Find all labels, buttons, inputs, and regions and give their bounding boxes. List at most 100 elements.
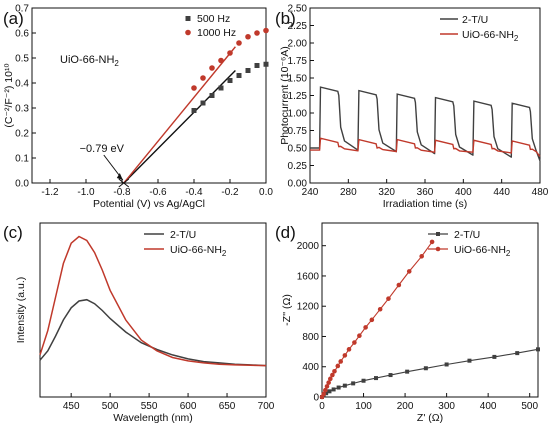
data-point: [336, 385, 341, 390]
x-tick-label: 700: [258, 401, 275, 412]
data-point: [331, 387, 336, 392]
legend-marker: [185, 16, 191, 21]
x-tick-label: 450: [63, 401, 80, 412]
x-tick-label: -0.2: [221, 187, 239, 198]
data-point: [236, 73, 242, 78]
x-tick-label: 320: [378, 187, 395, 198]
x-tick-label: 400: [455, 187, 472, 198]
data-point: [406, 269, 412, 274]
plot-frame: [39, 222, 267, 398]
y-tick-label: 2.25: [288, 21, 308, 32]
data-point: [351, 381, 356, 386]
data-point: [342, 383, 347, 388]
y-tick-label: 0.00: [288, 179, 308, 190]
x-tick-label: 360: [417, 187, 434, 198]
x-tick-label: 600: [180, 401, 197, 412]
y-tick-label: 0.75: [288, 126, 308, 137]
y-tick-label: 0.7: [15, 4, 29, 15]
data-point: [200, 100, 206, 106]
data-point: [191, 108, 197, 113]
series-line: [310, 86, 541, 161]
x-tick-label: -0.4: [185, 187, 203, 198]
y-tick-label: 0.6: [15, 29, 29, 40]
data-point: [369, 317, 375, 323]
x-axis-label: Z' (Ω): [417, 412, 443, 424]
y-axis-label: (C⁻²/F⁻²) 10¹⁰: [3, 63, 15, 128]
x-axis-label: Potential (V) vs Ag/AgCl: [93, 198, 205, 210]
data-point: [227, 78, 233, 83]
series-line: [39, 298, 267, 367]
data-point: [328, 376, 333, 382]
data-point: [245, 68, 251, 73]
series-line: [321, 348, 539, 398]
panel-label: (b): [275, 9, 296, 28]
y-tick-label: 0.1: [15, 154, 29, 165]
data-point: [218, 57, 224, 64]
legend-label: 2-T/U: [454, 229, 480, 241]
legend-marker: [435, 246, 441, 252]
panel-b: (b) 240 280 320 360 400 440 480 0.00 0.25 0.50 0.75…: [275, 4, 549, 211]
y-tick-label: 2.00: [288, 39, 308, 50]
legend-label: 2-T/U: [170, 229, 196, 241]
x-tick-label: 280: [340, 187, 357, 198]
data-point: [326, 380, 331, 385]
x-tick-label: 300: [438, 401, 455, 412]
y-tick-label: 0.5: [15, 54, 29, 65]
legend-label: UiO-66-NH2: [454, 244, 511, 258]
x-tick-label: 100: [355, 401, 372, 412]
data-point: [330, 372, 335, 378]
data-point: [357, 333, 362, 339]
legend-marker: [436, 232, 440, 236]
data-point: [405, 369, 410, 374]
data-point: [363, 325, 368, 330]
data-point: [254, 30, 260, 36]
data-point: [236, 40, 242, 46]
x-axis-label: Irradiation time (s): [383, 198, 468, 210]
y-axis-label: Intensity (a.u.): [15, 277, 27, 344]
data-point: [346, 347, 352, 352]
x-tick-label: 650: [219, 401, 236, 412]
data-point: [467, 358, 472, 363]
y-tick-label: 0.2: [15, 129, 29, 140]
panel-a: (a) -1.2 -1.0 -0.8 -0.6 -0.4 -0.2 0.0 0.0 0.1 0.2 0…: [3, 4, 273, 211]
data-point: [515, 351, 520, 356]
legend-label: 2-T/U: [462, 14, 488, 26]
data-point: [388, 373, 393, 378]
fit-line: [123, 46, 236, 184]
data-point: [338, 359, 343, 364]
data-point: [209, 65, 215, 71]
x-tick-label: 200: [397, 401, 414, 412]
plot-frame: [31, 7, 267, 184]
data-point: [321, 391, 326, 397]
data-point: [263, 61, 269, 67]
data-point: [361, 378, 366, 383]
y-tick-label: 0: [313, 393, 319, 404]
y-tick-label: 1.75: [288, 56, 308, 67]
x-tick-label: 550: [141, 401, 158, 412]
x-tick-label: -1.0: [77, 187, 95, 198]
data-point: [377, 306, 383, 312]
x-tick-label: 440: [493, 187, 510, 198]
arrow-head: [116, 173, 123, 180]
y-axis-label: -Z'' (Ω): [281, 294, 293, 326]
data-point: [429, 239, 435, 245]
panel-d: (d) 0 100 200 300 400 500 0 400 800 1200 1600 2000 Z'…: [275, 222, 540, 424]
data-point: [419, 253, 424, 259]
data-point: [245, 33, 251, 40]
legend-label: UiO-66-NH2: [462, 29, 519, 43]
data-point: [342, 353, 348, 358]
data-point: [444, 362, 449, 367]
y-axis-label: Photocurrent (10⁻⁶A): [279, 46, 291, 145]
data-point: [396, 282, 402, 288]
data-point: [209, 93, 215, 98]
panel-label: (c): [3, 223, 23, 242]
annotation-sample: UiO-66-NH2: [60, 54, 119, 68]
x-tick-label: 500: [102, 401, 119, 412]
x-tick-label: 0: [319, 401, 325, 412]
legend-label: UiO-66-NH2: [170, 244, 227, 258]
data-point: [324, 384, 330, 389]
y-tick-label: 2000: [297, 241, 320, 252]
data-point: [254, 63, 260, 68]
data-point: [327, 389, 332, 394]
